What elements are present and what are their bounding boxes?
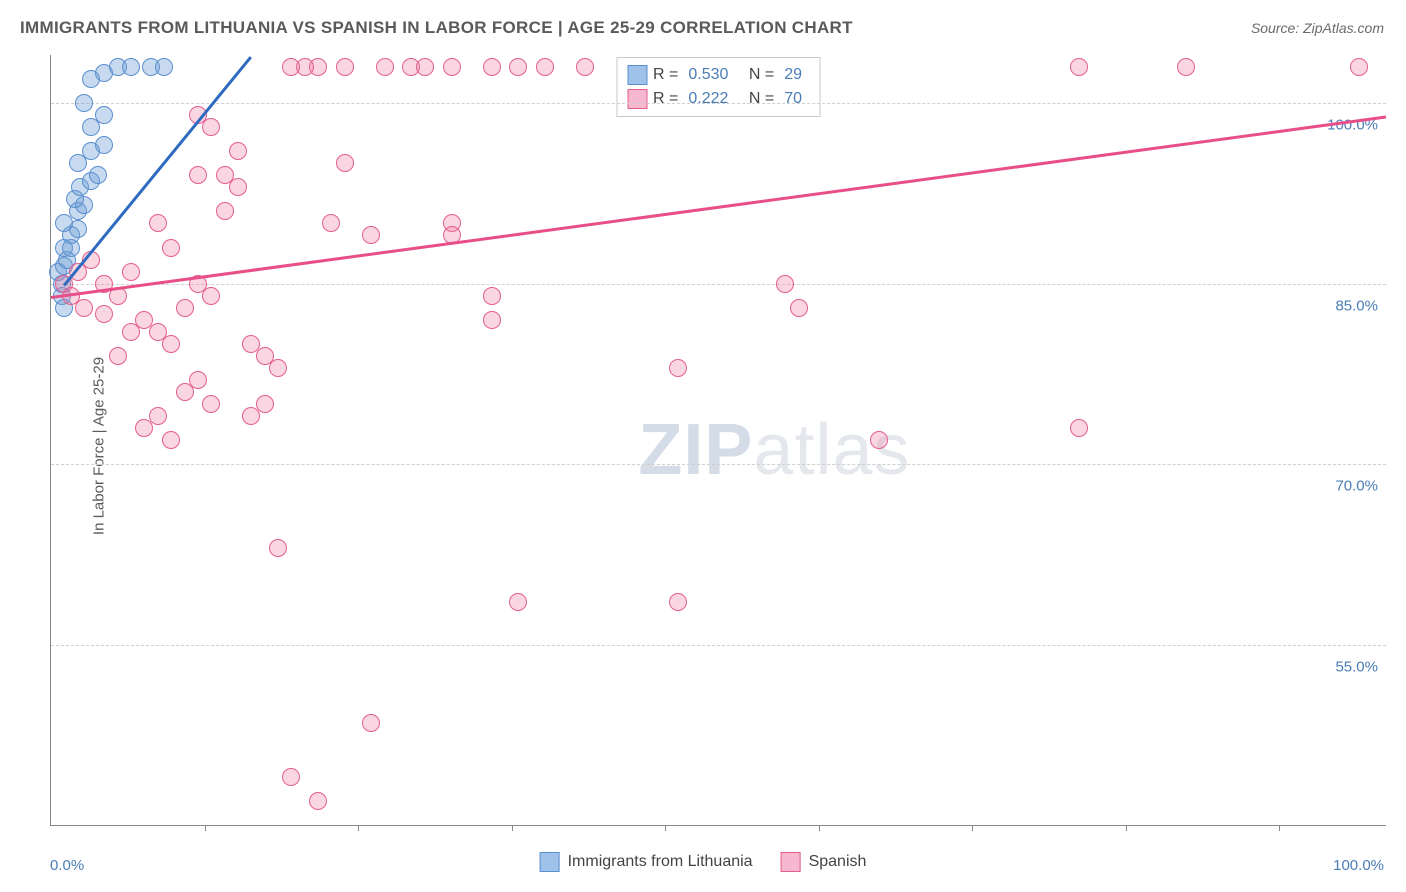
data-point xyxy=(790,299,808,317)
data-point xyxy=(95,305,113,323)
data-point xyxy=(483,311,501,329)
watermark: ZIPatlas xyxy=(638,409,910,491)
x-tick-mark xyxy=(358,825,359,831)
data-point xyxy=(149,214,167,232)
series-legend: Immigrants from Lithuania Spanish xyxy=(540,852,867,872)
x-tick-mark xyxy=(205,825,206,831)
correlation-legend: R = 0.530 N = 29 R = 0.222 N = 70 xyxy=(616,57,821,117)
data-point xyxy=(536,58,554,76)
x-tick-mark xyxy=(819,825,820,831)
y-tick-label: 70.0% xyxy=(1335,478,1378,495)
x-tick-start: 0.0% xyxy=(50,857,84,874)
data-point xyxy=(229,178,247,196)
gridline xyxy=(51,645,1386,646)
x-tick-mark xyxy=(665,825,666,831)
n-value-lithuania: 29 xyxy=(784,63,802,87)
data-point xyxy=(75,299,93,317)
trend-line xyxy=(51,115,1386,298)
legend-row-spanish: R = 0.222 N = 70 xyxy=(627,87,806,111)
swatch-lithuania-icon xyxy=(540,852,560,872)
n-label: N = xyxy=(749,63,774,87)
watermark-bold: ZIP xyxy=(638,410,753,490)
y-tick-label: 55.0% xyxy=(1335,658,1378,675)
legend-row-lithuania: R = 0.530 N = 29 xyxy=(627,63,806,87)
legend-label-spanish: Spanish xyxy=(809,853,867,871)
data-point xyxy=(189,371,207,389)
legend-item-spanish: Spanish xyxy=(781,852,867,872)
gridline xyxy=(51,464,1386,465)
gridline xyxy=(51,103,1386,104)
data-point xyxy=(122,323,140,341)
data-point xyxy=(576,58,594,76)
data-point xyxy=(509,58,527,76)
data-point xyxy=(176,299,194,317)
x-tick-end: 100.0% xyxy=(1333,857,1384,874)
data-point xyxy=(282,58,300,76)
legend-label-lithuania: Immigrants from Lithuania xyxy=(568,853,753,871)
data-point xyxy=(1070,58,1088,76)
data-point xyxy=(669,593,687,611)
r-label: R = xyxy=(653,63,678,87)
data-point xyxy=(376,58,394,76)
r-value-spanish: 0.222 xyxy=(688,87,728,111)
scatter-plot-area: R = 0.530 N = 29 R = 0.222 N = 70 ZIPatl… xyxy=(50,55,1386,826)
data-point xyxy=(776,275,794,293)
data-point xyxy=(443,58,461,76)
data-point xyxy=(162,431,180,449)
source-attribution: Source: ZipAtlas.com xyxy=(1251,20,1384,36)
data-point xyxy=(122,263,140,281)
data-point xyxy=(362,714,380,732)
data-point xyxy=(122,58,140,76)
data-point xyxy=(309,792,327,810)
data-point xyxy=(269,359,287,377)
data-point xyxy=(336,58,354,76)
data-point xyxy=(95,106,113,124)
x-tick-mark xyxy=(1126,825,1127,831)
data-point xyxy=(162,335,180,353)
chart-title: IMMIGRANTS FROM LITHUANIA VS SPANISH IN … xyxy=(20,18,853,38)
swatch-lithuania-icon xyxy=(627,65,647,85)
data-point xyxy=(149,407,167,425)
data-point xyxy=(202,395,220,413)
data-point xyxy=(269,539,287,557)
x-tick-mark xyxy=(972,825,973,831)
data-point xyxy=(109,347,127,365)
gridline xyxy=(51,284,1386,285)
data-point xyxy=(75,94,93,112)
data-point xyxy=(202,118,220,136)
data-point xyxy=(509,593,527,611)
data-point xyxy=(216,202,234,220)
data-point xyxy=(95,136,113,154)
data-point xyxy=(155,58,173,76)
swatch-spanish-icon xyxy=(781,852,801,872)
data-point xyxy=(256,395,274,413)
data-point xyxy=(162,239,180,257)
data-point xyxy=(1177,58,1195,76)
swatch-spanish-icon xyxy=(627,89,647,109)
data-point xyxy=(202,287,220,305)
data-point xyxy=(669,359,687,377)
data-point xyxy=(189,166,207,184)
data-point xyxy=(483,58,501,76)
r-value-lithuania: 0.530 xyxy=(688,63,728,87)
data-point xyxy=(362,226,380,244)
legend-item-lithuania: Immigrants from Lithuania xyxy=(540,852,753,872)
data-point xyxy=(416,58,434,76)
r-label: R = xyxy=(653,87,678,111)
watermark-light: atlas xyxy=(753,410,910,490)
n-value-spanish: 70 xyxy=(784,87,802,111)
data-point xyxy=(483,287,501,305)
x-tick-mark xyxy=(512,825,513,831)
data-point xyxy=(1350,58,1368,76)
data-point xyxy=(870,431,888,449)
n-label: N = xyxy=(749,87,774,111)
data-point xyxy=(89,166,107,184)
y-tick-label: 85.0% xyxy=(1335,297,1378,314)
x-tick-mark xyxy=(1279,825,1280,831)
data-point xyxy=(282,768,300,786)
data-point xyxy=(336,154,354,172)
data-point xyxy=(322,214,340,232)
data-point xyxy=(229,142,247,160)
data-point xyxy=(1070,419,1088,437)
